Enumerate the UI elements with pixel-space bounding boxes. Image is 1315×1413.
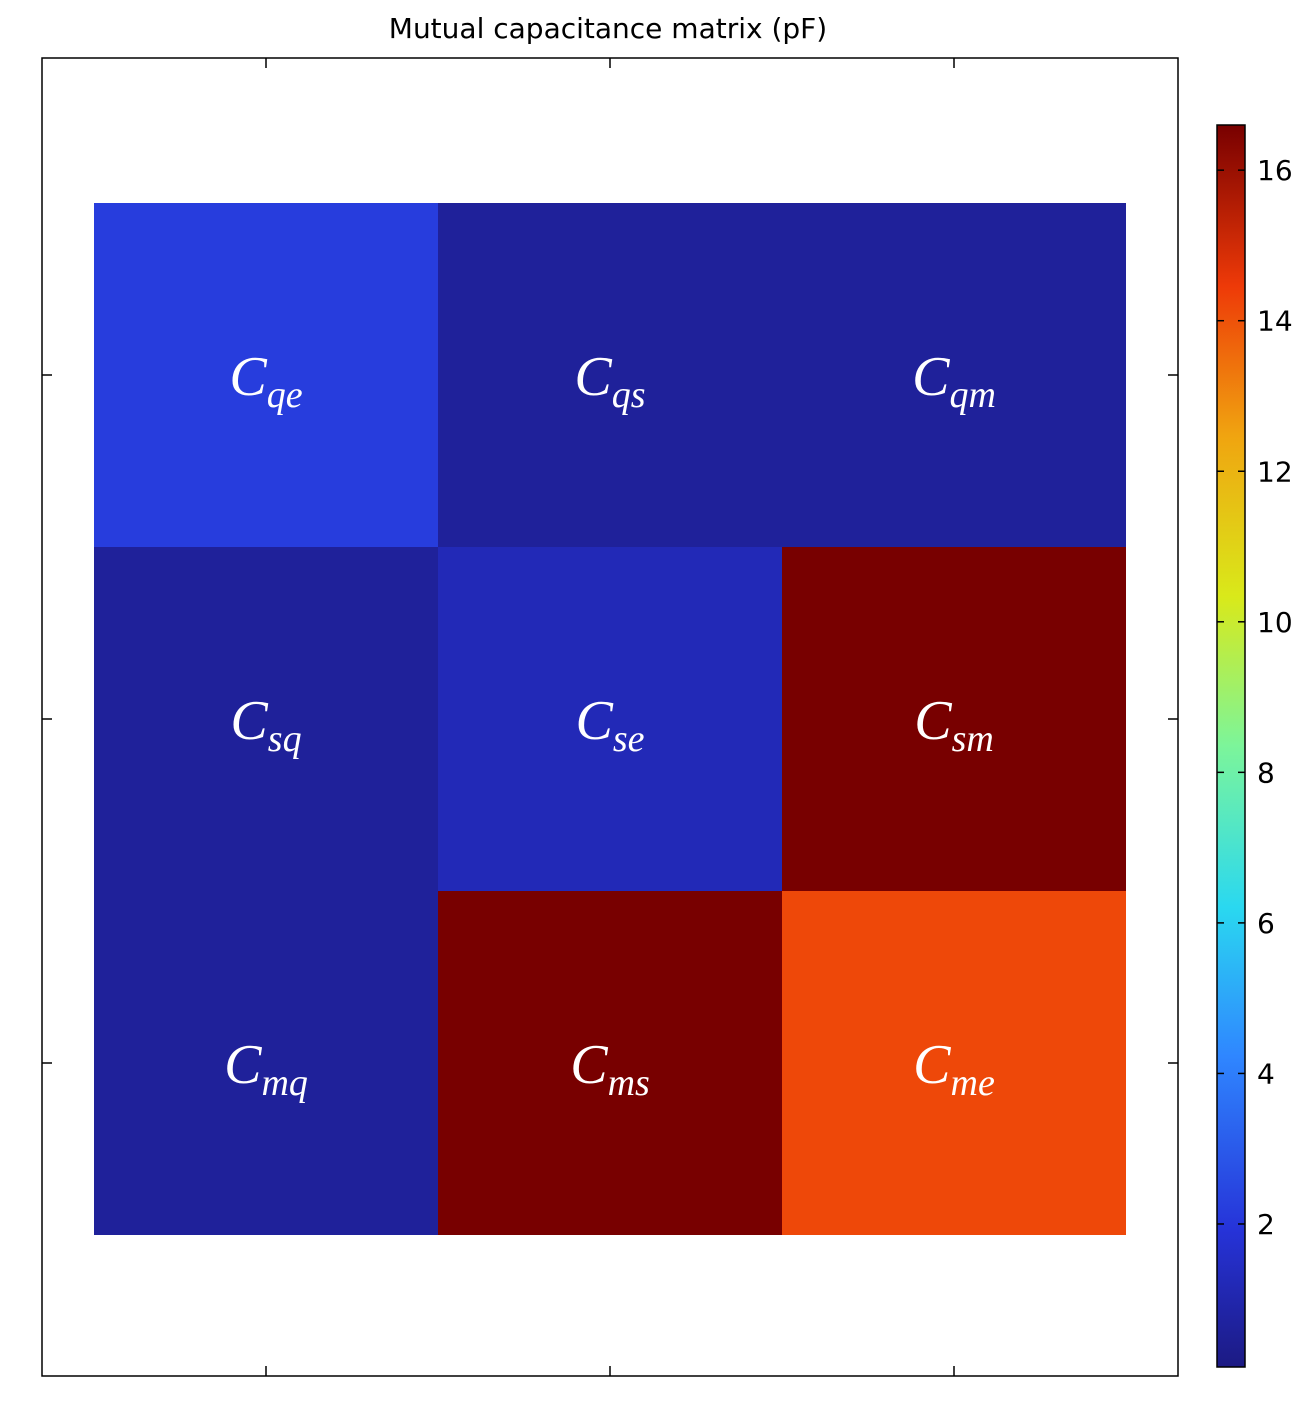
colorbar-tick-label: 12: [1257, 455, 1293, 488]
heatmap-cell-qs: [438, 203, 782, 547]
colorbar-tick-label: 4: [1257, 1057, 1275, 1090]
heatmap-cell-qm: [782, 203, 1126, 547]
heatmap-cells: Cqe Cqs Cqm Csq Cse Csm Cmq Cms Cme: [94, 203, 1126, 1235]
colorbar: [1216, 124, 1246, 1368]
cell-label-mq: Cmq: [224, 1034, 308, 1104]
plot-ticks: [42, 58, 1178, 1376]
cell-label-sq: Csq: [230, 690, 301, 760]
cell-label-qs: Cqs: [574, 346, 645, 416]
colorbar-tick-label: 10: [1257, 606, 1293, 639]
heatmap-cell-sm: [782, 547, 1126, 891]
heatmap-cell-ms: [438, 891, 782, 1235]
colorbar-ticks: 2 4 6 8 10 12 14 16: [1217, 154, 1293, 1241]
colorbar-tick-label: 16: [1257, 154, 1293, 187]
chart-title: Mutual capacitance matrix (pF): [389, 12, 827, 45]
cell-label-qe: Cqe: [229, 346, 302, 416]
heatmap-cell-qe: [94, 203, 438, 547]
colorbar-tick-label: 8: [1257, 756, 1275, 789]
colorbar-tick-label: 6: [1257, 907, 1275, 940]
cell-label-se: Cse: [575, 690, 644, 760]
colorbar-tick-label: 14: [1257, 305, 1293, 338]
cell-label-ms: Cms: [570, 1034, 650, 1104]
cell-label-sm: Csm: [914, 690, 994, 760]
cell-label-me: Cme: [913, 1034, 995, 1104]
heatmap-cell-sq: [94, 547, 438, 891]
heatmap-cell-se: [438, 547, 782, 891]
heatmap-cell-me: [782, 891, 1126, 1235]
colorbar-tick-label: 2: [1257, 1208, 1275, 1241]
heatmap-cell-mq: [94, 891, 438, 1235]
cell-label-qm: Cqm: [912, 346, 996, 416]
